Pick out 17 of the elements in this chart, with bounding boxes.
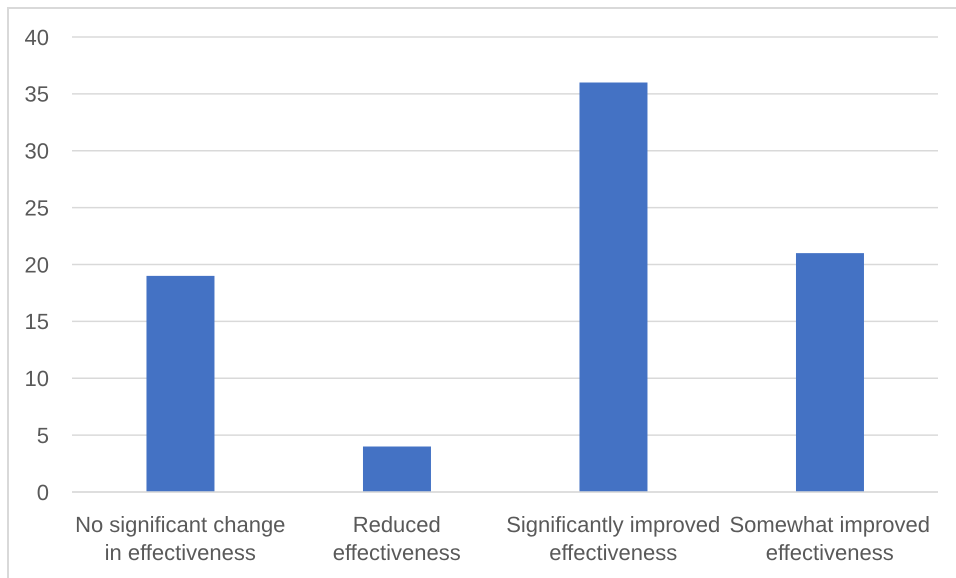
y-tick-label: 25: [24, 195, 49, 220]
y-tick-label: 30: [24, 138, 49, 164]
y-tick-label: 35: [24, 82, 49, 107]
y-tick-label: 0: [36, 480, 49, 505]
x-tick-label: No significant change in effectiveness: [75, 512, 286, 565]
y-tick-label: 10: [24, 366, 49, 392]
y-tick-label: 15: [24, 309, 49, 334]
bar: [579, 82, 648, 492]
y-tick-label: 5: [36, 422, 49, 448]
y-tick-label: 40: [24, 24, 49, 50]
x-tick-label: Somewhat improved effectiveness: [729, 512, 930, 565]
bar: [146, 276, 214, 492]
bar: [796, 253, 864, 492]
bar: [362, 446, 431, 492]
x-tick-label: Reduced effectiveness: [332, 512, 461, 565]
y-tick-label: 20: [24, 252, 49, 278]
x-tick-label: Significantly improved effectiveness: [506, 512, 720, 565]
